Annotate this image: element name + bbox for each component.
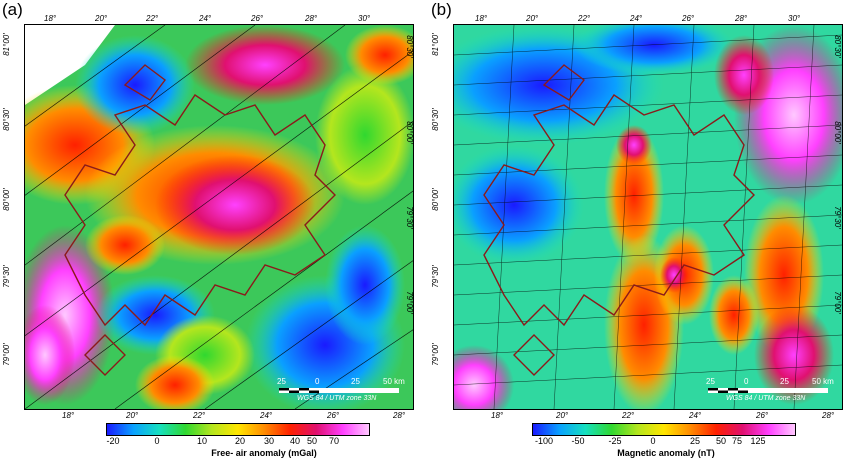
scale-label-25-left: 25 (277, 377, 286, 386)
projection-label: WGS 84 / UTM zone 33N (726, 395, 806, 402)
scale-bar-graphic (708, 388, 828, 393)
top-tick-28: 28° (735, 14, 748, 23)
panel-a-scalebar: 25 0 25 50 km WGS 84 / UTM zone 33N (275, 377, 405, 405)
left-tick-80-00: 80°00' (1, 188, 11, 211)
top-tick-24: 24° (199, 14, 212, 23)
colorbar-tick: 70 (328, 436, 340, 446)
bottom-tick-24: 24° (689, 411, 702, 420)
left-tick-80-00: 80°00' (430, 188, 440, 211)
top-tick-26: 26° (251, 14, 264, 23)
top-tick-26: 26° (682, 14, 695, 23)
bottom-tick-18: 18° (491, 411, 504, 420)
bottom-tick-28: 28° (393, 411, 406, 420)
scale-label-50: 50 km (812, 377, 834, 386)
bottom-tick-26: 26° (756, 411, 769, 420)
right-tick-80-00: 80°00' (832, 121, 842, 144)
scale-label-25-right: 25 (351, 377, 360, 386)
colorbar-tick: -100 (534, 436, 554, 446)
free-air-colorbar-title: Free- air anomaly (mGal) (211, 448, 317, 458)
panel-b-scalebar: 25 0 25 50 km WGS 84 / UTM zone 33N (704, 377, 834, 405)
bottom-tick-22: 22° (622, 411, 635, 420)
scale-label-25-right: 25 (780, 377, 789, 386)
right-tick-80-30: 80°30' (832, 35, 842, 58)
left-tick-81-00: 81°00' (1, 33, 11, 56)
free-air-colorbar: -20 0 10 20 30 40 50 70 Free- air anomal… (106, 423, 370, 460)
magnetic-anomaly-map: 25 0 25 50 km WGS 84 / UTM zone 33N (453, 24, 843, 410)
scale-label-50: 50 km (383, 377, 405, 386)
bottom-tick-20: 20° (556, 411, 569, 420)
magnetic-colorbar-title: Magnetic anomaly (nT) (617, 448, 715, 458)
top-tick-28: 28° (305, 14, 318, 23)
right-tick-80-30: 80°30' (404, 35, 414, 58)
left-tick-81-00: 81°00' (430, 33, 440, 56)
colorbar-tick: 30 (263, 436, 275, 446)
scale-label-0: 0 (315, 377, 320, 386)
right-tick-79-30: 79°30' (404, 206, 414, 229)
colorbar-tick: -25 (608, 436, 622, 446)
colorbar-tick: 0 (154, 436, 160, 446)
bottom-tick-26: 26° (327, 411, 340, 420)
magnetic-colorbar: -100 -50 -25 0 25 50 75 125 Magnetic ano… (532, 423, 796, 460)
left-tick-80-30: 80°30' (430, 108, 440, 131)
colorbar-tick: 0 (650, 436, 656, 446)
free-air-colorbar-gradient (106, 423, 370, 436)
panel-a-label: (a) (2, 0, 23, 19)
right-tick-79-00: 79°00' (832, 291, 842, 314)
free-air-anomaly-raster (25, 25, 413, 409)
magnetic-colorbar-gradient (532, 423, 796, 436)
top-tick-18: 18° (475, 14, 488, 23)
right-tick-79-30: 79°30' (832, 206, 842, 229)
scale-bar-graphic (279, 388, 399, 393)
colorbar-tick: -50 (571, 436, 585, 446)
free-air-anomaly-map: 25 0 25 50 km WGS 84 / UTM zone 33N (24, 24, 414, 410)
top-tick-22: 22° (578, 14, 591, 23)
bottom-tick-22: 22° (193, 411, 206, 420)
bottom-tick-20: 20° (126, 411, 139, 420)
right-tick-80-00: 80°00' (404, 121, 414, 144)
left-tick-79-00: 79°00' (430, 343, 440, 366)
left-tick-79-30: 79°30' (430, 265, 440, 288)
colorbar-tick: 20 (234, 436, 246, 446)
panel-b-label: (b) (431, 0, 452, 19)
projection-label: WGS 84 / UTM zone 33N (297, 395, 377, 402)
top-tick-24: 24° (630, 14, 643, 23)
colorbar-tick: 10 (196, 436, 208, 446)
bottom-tick-28: 28° (822, 411, 835, 420)
bottom-tick-18: 18° (62, 411, 75, 420)
magnetic-anomaly-raster (454, 25, 842, 409)
top-tick-30: 30° (358, 14, 371, 23)
colorbar-tick: 75 (731, 436, 743, 446)
colorbar-tick: 25 (689, 436, 701, 446)
right-tick-79-00: 79°00' (404, 291, 414, 314)
scale-label-25-left: 25 (706, 377, 715, 386)
colorbar-tick: 125 (750, 436, 766, 446)
top-tick-18: 18° (44, 14, 57, 23)
colorbar-tick: -20 (106, 436, 120, 446)
bottom-tick-24: 24° (260, 411, 273, 420)
left-tick-80-30: 80°30' (1, 108, 11, 131)
top-tick-22: 22° (146, 14, 159, 23)
left-tick-79-30: 79°30' (1, 265, 11, 288)
top-tick-30: 30° (788, 14, 801, 23)
top-tick-20: 20° (95, 14, 108, 23)
scale-label-0: 0 (744, 377, 749, 386)
left-tick-79-00: 79°00' (1, 343, 11, 366)
colorbar-tick: 40 (289, 436, 301, 446)
colorbar-tick: 50 (715, 436, 727, 446)
colorbar-tick: 50 (306, 436, 318, 446)
top-tick-20: 20° (526, 14, 539, 23)
